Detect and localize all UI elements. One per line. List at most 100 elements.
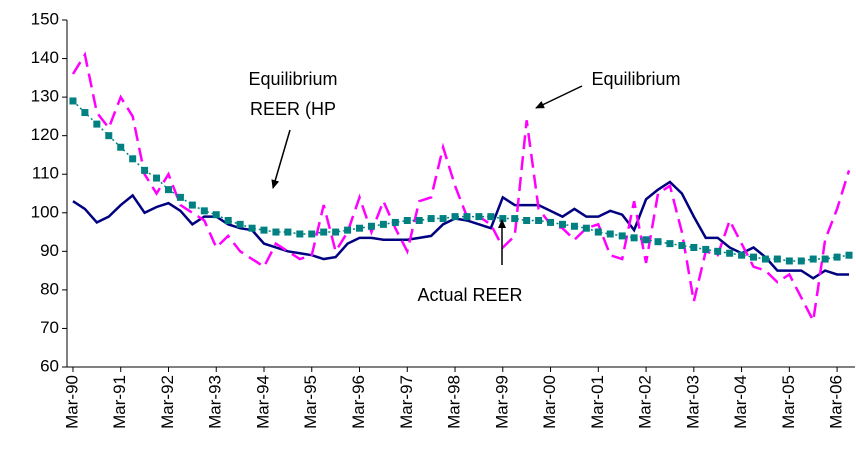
point-marker: [212, 211, 220, 219]
y-tick-label: 120: [31, 125, 59, 144]
point-marker: [188, 201, 196, 209]
x-tick-label: Mar-96: [349, 375, 368, 429]
point-marker: [558, 220, 566, 228]
point-marker: [332, 228, 340, 236]
point-marker: [93, 120, 101, 128]
y-tick-label: 110: [32, 164, 59, 183]
point-marker: [379, 220, 387, 228]
point-marker: [726, 249, 734, 257]
x-tick-label: Mar-01: [588, 375, 607, 429]
x-tick-label: Mar-90: [62, 375, 81, 429]
point-marker: [487, 213, 495, 221]
x-tick-label: Mar-03: [683, 375, 702, 429]
point-marker: [666, 240, 674, 248]
point-marker: [164, 186, 172, 194]
point-marker: [570, 222, 578, 230]
point-marker: [523, 216, 531, 224]
point-marker: [750, 253, 758, 261]
point-marker: [761, 255, 769, 263]
point-marker: [511, 215, 519, 223]
x-tick-label: Mar-94: [253, 375, 272, 429]
x-tick-label: Mar-93: [206, 375, 225, 429]
y-tick-label: 140: [31, 48, 59, 67]
x-tick-label: Mar-92: [158, 375, 177, 429]
arrow: [535, 85, 583, 109]
point-marker: [547, 218, 555, 226]
point-marker: [356, 224, 364, 232]
plot-area: 60 70 80 90 100 110 120 130 140 150 Mar-90 Mar-91 Ma…: [31, 9, 855, 429]
x-tick-label: Mar-02: [636, 375, 655, 429]
y-tick-label: 130: [31, 87, 59, 106]
point-marker: [69, 97, 77, 105]
point-marker: [678, 242, 686, 250]
point-marker: [427, 215, 435, 223]
point-marker: [582, 224, 590, 232]
y-tick-label: 150: [31, 9, 59, 28]
point-marker: [475, 213, 483, 221]
series-line: [72, 180, 850, 280]
point-marker: [367, 222, 375, 230]
point-marker: [236, 220, 244, 228]
point-marker: [344, 226, 352, 234]
point-marker: [224, 216, 232, 224]
point-marker: [702, 245, 710, 253]
point-marker: [606, 230, 614, 238]
point-marker: [105, 132, 113, 140]
point-marker: [642, 236, 650, 244]
point-marker: [200, 207, 208, 215]
point-marker: [809, 255, 817, 263]
y-tick-label: 90: [40, 241, 59, 260]
point-marker: [296, 230, 304, 238]
point-marker: [81, 109, 89, 117]
point-marker: [141, 166, 149, 174]
point-marker: [654, 238, 662, 246]
point-marker: [690, 243, 698, 251]
x-tick-label: Mar-91: [110, 375, 129, 429]
point-marker: [833, 253, 841, 261]
series-line: [71, 51, 851, 325]
point-marker: [773, 255, 781, 263]
annotation: Equilibrium: [591, 69, 680, 89]
point-marker: [248, 224, 256, 232]
series-line: [72, 100, 850, 262]
x-tick-label: Mar-06: [827, 375, 846, 429]
point-marker: [797, 257, 805, 265]
x-tick-label: Mar-97: [397, 375, 416, 429]
arrow: [271, 129, 291, 189]
point-marker: [463, 213, 471, 221]
point-marker: [272, 228, 280, 236]
point-marker: [117, 143, 125, 151]
x-tick-label: Mar-99: [492, 375, 511, 429]
point-marker: [176, 193, 184, 201]
y-tick-label: 80: [40, 279, 59, 298]
y-tick-label: 60: [40, 356, 59, 375]
x-tick-label: Mar-04: [731, 375, 750, 429]
point-marker: [284, 228, 292, 236]
point-marker: [821, 255, 829, 263]
point-marker: [260, 226, 268, 234]
x-tick-label: Mar-95: [301, 375, 320, 429]
point-marker: [129, 155, 137, 163]
point-marker: [439, 215, 447, 223]
x-tick-label: Mar-98: [445, 375, 464, 429]
annotation: REER (HP: [250, 99, 336, 119]
point-marker: [630, 234, 638, 242]
point-marker: [714, 247, 722, 255]
point-marker: [618, 232, 626, 240]
point-marker: [153, 174, 161, 182]
point-marker: [451, 213, 459, 221]
point-marker: [594, 228, 602, 236]
annotation: Actual REER: [417, 285, 522, 305]
point-marker: [320, 228, 328, 236]
x-tick-label: Mar-00: [540, 375, 559, 429]
annotation: Equilibrium: [248, 69, 337, 89]
point-marker: [785, 257, 793, 265]
point-marker: [308, 230, 316, 238]
point-marker: [415, 216, 423, 224]
point-marker: [499, 215, 507, 223]
point-marker: [535, 216, 543, 224]
y-tick-label: 100: [31, 202, 59, 221]
point-marker: [403, 216, 411, 224]
x-tick-label: Mar-05: [779, 375, 798, 429]
